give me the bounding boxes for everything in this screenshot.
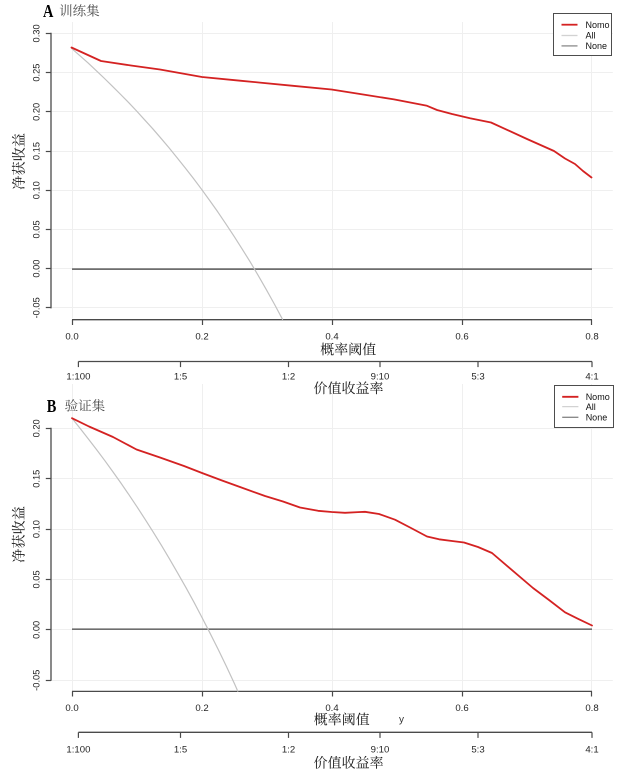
svg-text:0.6: 0.6 — [455, 332, 468, 343]
svg-text:-0.05: -0.05 — [32, 297, 42, 318]
svg-text:All: All — [586, 31, 596, 41]
svg-text:-0.05: -0.05 — [32, 670, 42, 691]
svg-text:B: B — [47, 395, 57, 416]
svg-text:0.05: 0.05 — [32, 220, 42, 238]
svg-text:0.10: 0.10 — [32, 181, 42, 199]
svg-text:0.4: 0.4 — [325, 703, 339, 714]
svg-text:Nomo: Nomo — [586, 20, 610, 30]
svg-text:y: y — [399, 715, 404, 726]
svg-text:1:2: 1:2 — [282, 371, 295, 382]
svg-text:A: A — [43, 1, 54, 22]
svg-text:None: None — [586, 413, 608, 423]
svg-text:1:2: 1:2 — [282, 744, 295, 755]
svg-text:None: None — [586, 41, 608, 51]
svg-text:All: All — [586, 402, 596, 412]
svg-text:9:10: 9:10 — [371, 744, 390, 755]
svg-text:0.4: 0.4 — [325, 332, 339, 343]
svg-text:0.2: 0.2 — [195, 332, 208, 343]
svg-text:0.20: 0.20 — [32, 103, 42, 121]
svg-text:0.15: 0.15 — [32, 470, 42, 488]
svg-text:0.00: 0.00 — [32, 260, 42, 278]
svg-text:5:3: 5:3 — [471, 744, 484, 755]
svg-text:0.30: 0.30 — [32, 24, 42, 42]
svg-text:0.8: 0.8 — [585, 703, 598, 714]
svg-text:0.05: 0.05 — [32, 570, 42, 588]
svg-text:0.6: 0.6 — [455, 703, 468, 714]
svg-text:0.10: 0.10 — [32, 520, 42, 538]
svg-text:1:5: 1:5 — [174, 371, 187, 382]
svg-text:0.8: 0.8 — [585, 332, 598, 343]
svg-text:4:1: 4:1 — [585, 744, 598, 755]
svg-text:Nomo: Nomo — [586, 392, 610, 402]
svg-text:0.0: 0.0 — [65, 332, 78, 343]
svg-text:0.0: 0.0 — [65, 703, 78, 714]
svg-text:1:100: 1:100 — [66, 744, 90, 755]
svg-text:0.00: 0.00 — [32, 621, 42, 639]
svg-text:9:10: 9:10 — [371, 371, 390, 382]
svg-text:1:5: 1:5 — [174, 744, 187, 755]
svg-text:0.20: 0.20 — [32, 419, 42, 437]
svg-text:0.2: 0.2 — [195, 703, 208, 714]
svg-text:1:100: 1:100 — [66, 371, 90, 382]
svg-text:0.15: 0.15 — [32, 142, 42, 160]
svg-text:5:3: 5:3 — [471, 371, 484, 382]
svg-text:4:1: 4:1 — [585, 371, 598, 382]
svg-text:0.25: 0.25 — [32, 64, 42, 82]
